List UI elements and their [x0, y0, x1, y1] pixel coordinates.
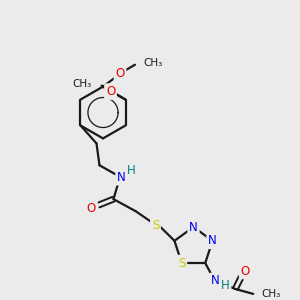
- Text: O: O: [116, 67, 124, 80]
- Text: S: S: [152, 218, 159, 232]
- Text: O: O: [87, 202, 96, 214]
- Text: N: N: [208, 234, 217, 247]
- Text: CH₃: CH₃: [143, 58, 162, 68]
- Text: N: N: [189, 220, 198, 233]
- Text: O: O: [241, 265, 250, 278]
- Text: H: H: [127, 164, 136, 177]
- Text: S: S: [178, 256, 185, 269]
- Text: N: N: [211, 274, 220, 287]
- Text: H: H: [221, 279, 230, 292]
- Text: CH₃: CH₃: [261, 289, 280, 299]
- Text: CH₃: CH₃: [72, 79, 92, 88]
- Text: N: N: [117, 171, 126, 184]
- Text: O: O: [106, 85, 115, 98]
